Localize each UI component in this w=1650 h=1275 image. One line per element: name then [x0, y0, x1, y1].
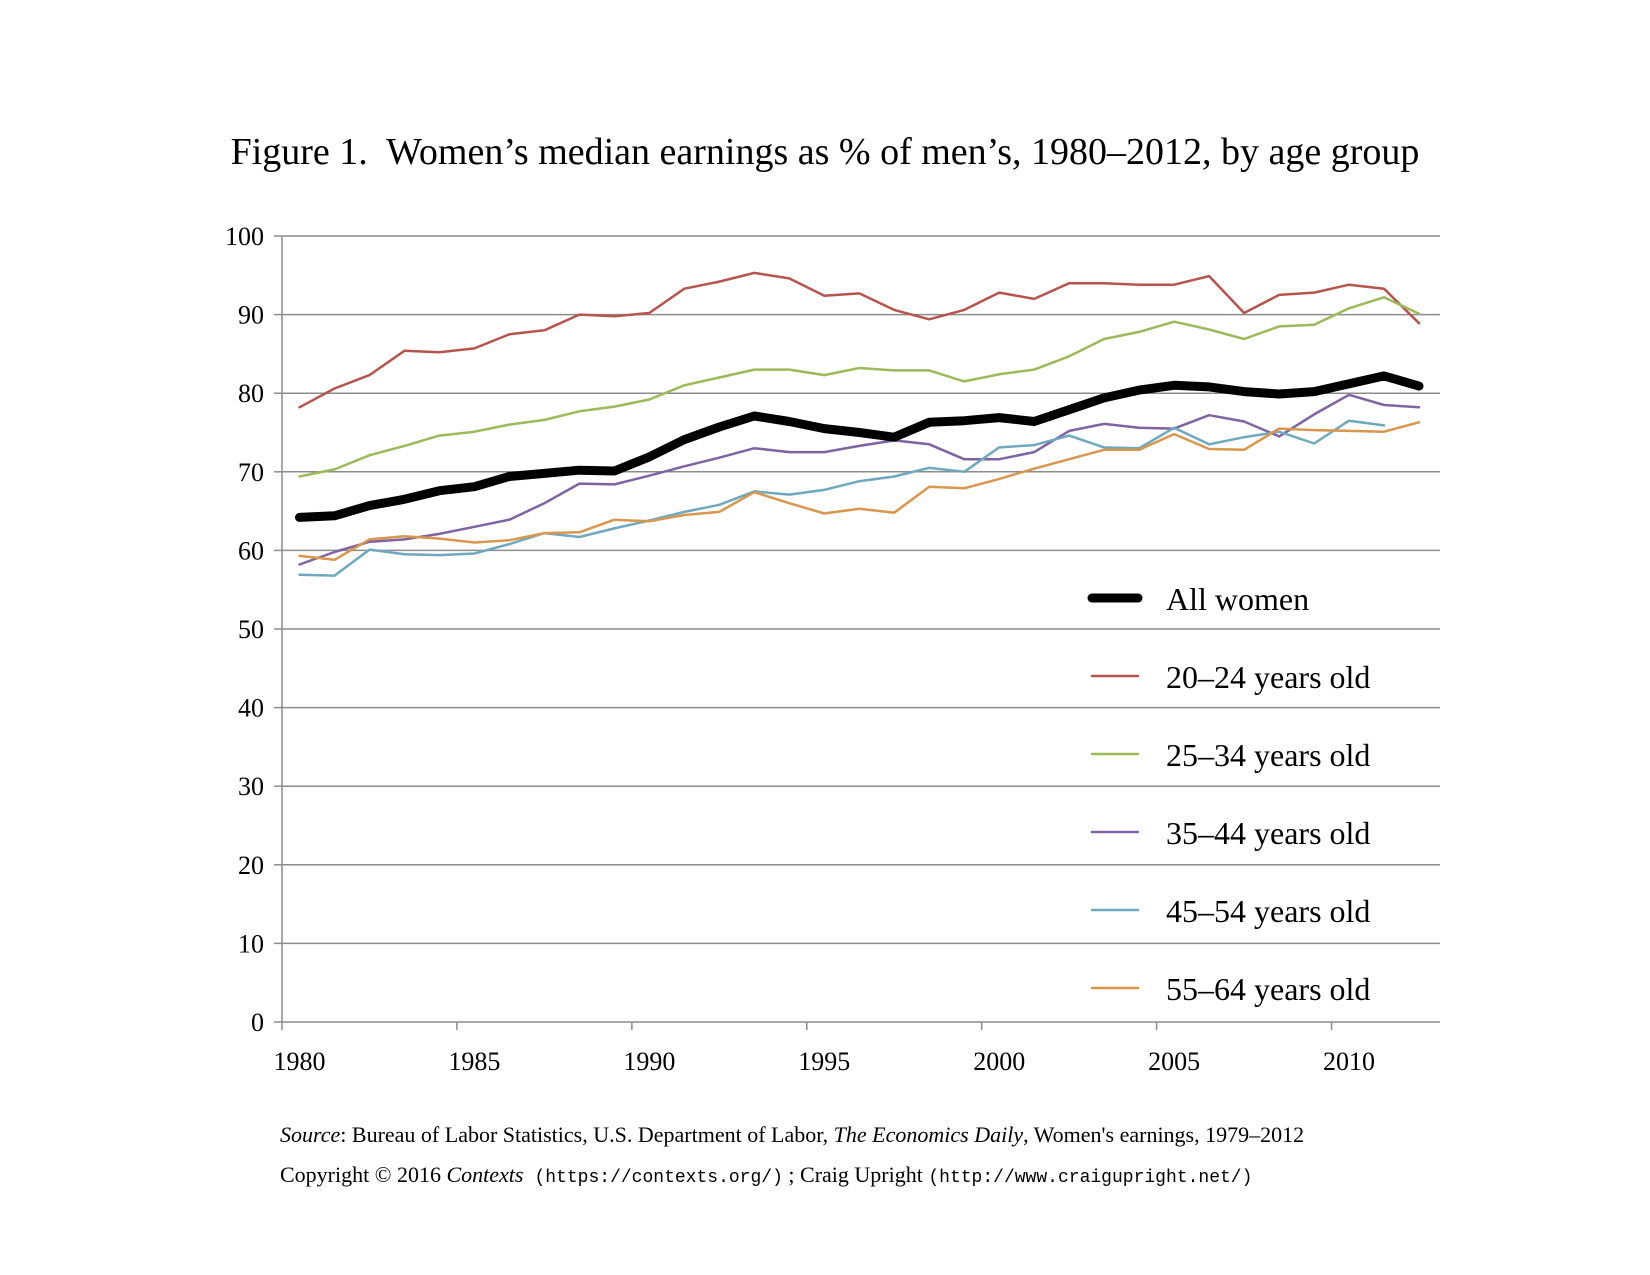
- x-tick-label: 1985: [448, 1047, 500, 1076]
- x-tick-label: 2005: [1148, 1047, 1200, 1076]
- x-tick-label: 1980: [273, 1047, 325, 1076]
- x-tick-label: 1990: [623, 1047, 675, 1076]
- legend-label: 55–64 years old: [1166, 971, 1370, 1007]
- legend-label: 35–44 years old: [1166, 815, 1370, 851]
- copyright-text: Copyright © 2016: [280, 1162, 447, 1187]
- source-label: Source: [280, 1122, 341, 1147]
- y-tick-label: 70: [238, 458, 264, 487]
- copyright-separator: ; Craig Upright: [782, 1162, 929, 1187]
- y-tick-label: 40: [238, 694, 264, 723]
- y-tick-label: 30: [238, 772, 264, 801]
- series-line: [298, 296, 1421, 478]
- x-tick-label: 2000: [973, 1047, 1025, 1076]
- series-line: [298, 271, 1421, 409]
- contexts-url[interactable]: (https://contexts.org/): [534, 1168, 783, 1188]
- copyright-note: Copyright © 2016 Contexts (https://conte…: [280, 1162, 1252, 1188]
- source-note: Source: Bureau of Labor Statistics, U.S.…: [280, 1122, 1304, 1148]
- source-text-2: , Women's earnings, 1979–2012: [1023, 1122, 1305, 1147]
- series-lines: [295, 271, 1424, 577]
- y-axis-ticks: 0 10 20 30 40 50 60 70 80 90 100: [225, 222, 282, 1037]
- y-tick-label: 60: [238, 536, 264, 565]
- series-line: [298, 419, 1386, 577]
- series-line: [298, 393, 1421, 566]
- x-axis-ticks: 1980 1985 1990 1995 2000 2005 2010: [273, 1022, 1375, 1076]
- legend-label: 25–34 years old: [1166, 737, 1370, 773]
- legend-label: 20–24 years old: [1166, 659, 1370, 695]
- y-tick-label: 90: [238, 301, 264, 330]
- y-tick-label: 20: [238, 851, 264, 880]
- legend: All women 20–24 years old 25–34 years old 3…: [1087, 581, 1370, 1007]
- y-tick-label: 50: [238, 615, 264, 644]
- source-text-1: : Bureau of Labor Statistics, U.S. Depar…: [340, 1122, 834, 1147]
- upright-url[interactable]: (http://www.craigupright.net/): [928, 1168, 1253, 1188]
- y-tick-label: 100: [225, 222, 264, 251]
- series-line: [295, 371, 1424, 522]
- y-tick-label: 0: [251, 1008, 264, 1037]
- source-publication: The Economics Daily: [833, 1122, 1024, 1147]
- y-tick-label: 80: [238, 379, 264, 408]
- legend-label: All women: [1166, 581, 1309, 617]
- y-tick-label: 10: [238, 929, 264, 958]
- x-tick-label: 2010: [1323, 1047, 1375, 1076]
- series-line: [298, 421, 1421, 562]
- x-tick-label: 1995: [798, 1047, 850, 1076]
- copyright-publication: Contexts: [446, 1162, 524, 1187]
- legend-label: 45–54 years old: [1166, 893, 1370, 929]
- chart-title: Figure 1. Women’s median earnings as % o…: [230, 131, 1420, 173]
